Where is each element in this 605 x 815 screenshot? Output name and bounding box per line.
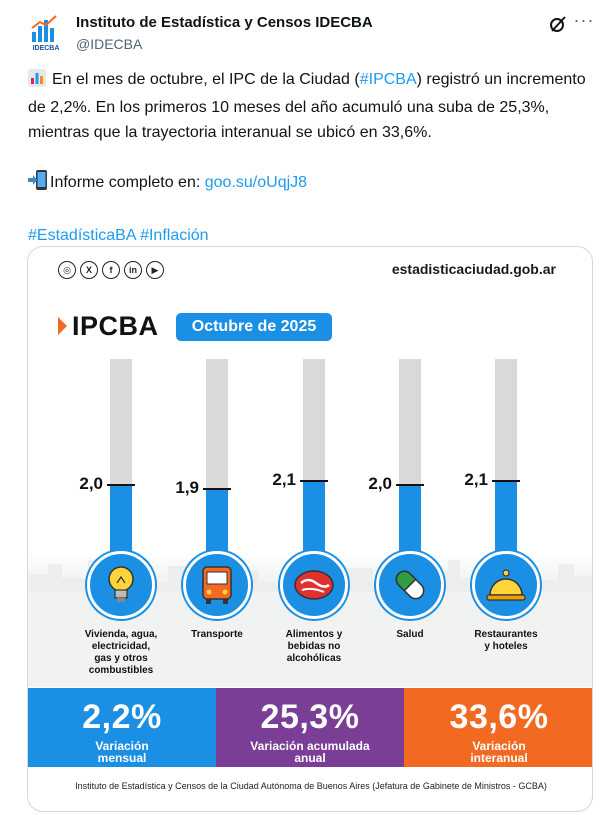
bar-value-marker [203,487,231,490]
indicator-label: Variación [472,739,526,753]
hashtag-inflacion-link[interactable]: #Inflación [140,227,209,244]
indicator-value: 2,2% [82,698,162,736]
bar-chart-emoji [28,69,46,95]
category-label: Vivienda, agua, electricidad, gas y otros c… [84,629,158,676]
hashtags-paragraph: #EstadísticaBA #Inflación [28,223,588,248]
indicator-box: 2,2% Variación mensual [28,688,216,767]
bar-value-marker [107,484,135,486]
infographic-title: IPCBA [72,311,159,341]
bar [110,485,132,557]
indicator-value: 33,6% [449,698,549,736]
report-label: Informe completo en: [50,174,205,191]
bar-value-marker [492,480,520,483]
lightbulb-icon [87,551,155,619]
pill-icon [376,551,444,619]
bar-value-marker [396,484,424,486]
cloche-icon [472,551,540,619]
bar-value-label: 2,0 [79,474,103,493]
facebook-icon: f [102,261,120,279]
author-handle[interactable]: @IDECBA [76,36,143,52]
bar [206,488,228,557]
tweet-paragraph: En el mes de octubre, el IPC de la Ciuda… [28,67,588,145]
hashtag-estadisticaba-link[interactable]: #EstadísticaBA [28,227,136,244]
tweet-line-before: En el mes de octubre, el IPC de la Ciuda… [52,71,360,88]
category-label: Restaurantes y hoteles [474,629,538,652]
instagram-icon: ◎ [58,261,76,279]
tweet-line-after: ) registró un incremento de 2,2%. En los… [28,71,586,141]
grok-icon[interactable] [548,14,568,34]
linkedin-icon: in [124,261,142,279]
bar-value-label: 2,1 [464,470,488,490]
bar-chart: 2,0 Vivienda, agua, electricidad, gas y otr… [28,347,592,687]
bar-value-label: 2,0 [368,474,392,493]
report-paragraph: Informe completo en: goo.su/oUqjJ8 [28,170,588,198]
category-label: Alimentos y bebidas no alcohólicas [285,629,343,664]
mobile-arrow-emoji [28,170,50,198]
author-avatar[interactable]: IDECBA [28,12,64,52]
indicator-label: Variación acumulada [250,739,370,753]
bar [303,481,325,557]
bus-icon [183,551,251,619]
source-footer: Instituto de Estadística y Censos de la … [75,781,547,791]
avatar-text: IDECBA [33,45,60,52]
bar [399,485,421,557]
tweet-text: En el mes de octubre, el IPC de la Ciuda… [28,67,588,248]
category-label: Salud [396,629,424,640]
bar [495,481,517,557]
title-arrow-icon [58,317,67,335]
month-badge: Octubre de 2025 [176,313,332,341]
idecba-logo-icon: IDECBA [31,15,60,52]
category-label: Transporte [191,629,243,640]
indicator-label: mensual [97,751,147,765]
indicator-label: interanual [470,751,528,765]
hashtag-ipcba-link[interactable]: #IPCBA [359,71,417,88]
youtube-icon: ▶ [146,261,164,279]
more-icon[interactable]: ··· [573,10,595,30]
social-icons: ◎ X f in ▶ [58,261,164,279]
bar-value-label: 1,9 [175,477,199,497]
indicator-value: 25,3% [260,698,360,736]
site-url: estadisticaciudad.gob.ar [391,261,556,277]
indicator-box: 33,6% Variación interanual [404,688,592,767]
x-icon: X [80,261,98,279]
bar-value-label: 2,1 [272,470,296,490]
author-name[interactable]: Instituto de Estadística y Censos IDECBA [76,14,373,31]
indicator-label: Variación [95,739,149,753]
indicator-label: anual [294,751,326,765]
infographic-image[interactable]: ◎ X f in ▶ estadisticaciudad.gob.ar IPCB… [27,246,593,812]
report-link[interactable]: goo.su/oUqjJ8 [204,174,308,191]
bar-value-marker [300,480,328,483]
indicator-box: 25,3% Variación acumulada anual [216,688,404,767]
meat-icon [280,551,348,619]
